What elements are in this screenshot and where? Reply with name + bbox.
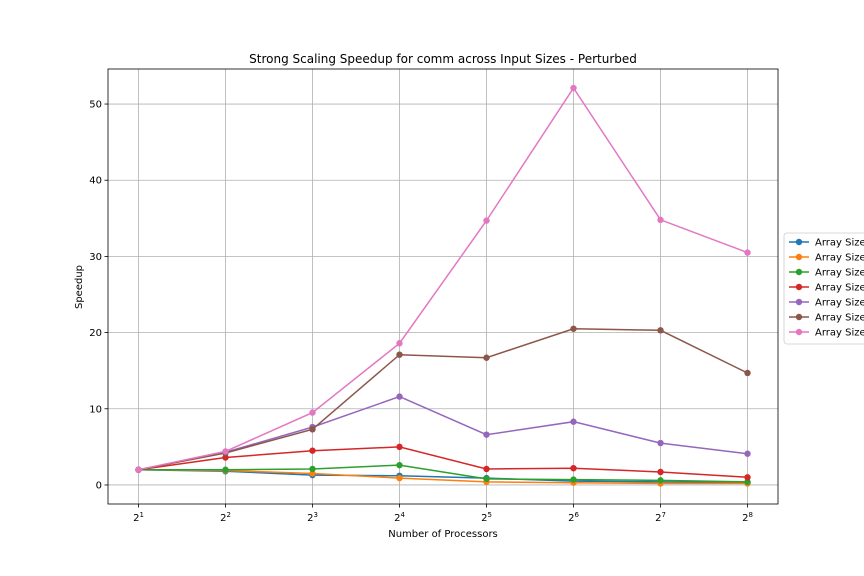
- data-point: [657, 468, 664, 476]
- series-line: [138, 468, 748, 484]
- data-point: [483, 354, 490, 361]
- series-line: [138, 328, 748, 471]
- series-line: [138, 464, 748, 483]
- series: [135, 84, 751, 473]
- chart-title: Strong Scaling Speedup for comm across I…: [249, 52, 637, 66]
- legend-swatch-marker: [795, 298, 803, 306]
- data-point: [744, 450, 751, 457]
- series-line: [138, 86, 748, 471]
- data-point: [570, 325, 577, 332]
- legend-label: Array Size: [815, 298, 864, 309]
- y-tick-label: 20: [89, 328, 102, 339]
- y-tick-label: 10: [89, 404, 102, 415]
- data-point: [309, 465, 316, 473]
- data-point: [222, 448, 229, 455]
- data-point: [657, 327, 664, 334]
- x-axis-ticks: 21 22 23 24 25 26 27 28: [133, 504, 753, 524]
- data-point: [570, 476, 577, 483]
- legend-swatch-marker: [795, 283, 803, 291]
- legend-label: Array Size: [815, 283, 864, 294]
- data-point: [483, 217, 490, 224]
- data-point: [744, 478, 751, 486]
- data-point: [222, 454, 229, 461]
- data-point: [657, 216, 664, 224]
- x-tick-label: 28: [742, 511, 753, 524]
- data-point: [396, 340, 403, 347]
- legend-label: Array Size: [815, 328, 864, 339]
- series-lines: [135, 84, 751, 487]
- data-point: [135, 466, 142, 473]
- data-point: [396, 443, 403, 451]
- data-point: [309, 447, 316, 454]
- series: [135, 443, 751, 481]
- legend-label: Array Size: [815, 238, 864, 249]
- data-point: [744, 369, 751, 377]
- data-point: [396, 474, 403, 482]
- legend-box: [783, 232, 864, 345]
- data-point: [309, 470, 316, 477]
- data-point: [309, 426, 316, 433]
- series-line: [138, 395, 748, 471]
- legend-label: Array Size: [815, 253, 864, 264]
- x-tick-label: 21: [133, 511, 144, 524]
- x-tick-label: 26: [568, 511, 579, 524]
- x-tick-label: 25: [481, 511, 492, 524]
- data-point: [396, 351, 403, 358]
- series-line: [138, 468, 748, 485]
- data-point: [570, 464, 577, 472]
- data-point: [396, 461, 403, 469]
- data-point: [483, 475, 490, 483]
- data-point: [744, 249, 751, 256]
- series-line: [138, 446, 748, 479]
- legend-swatch-marker: [795, 328, 803, 336]
- x-axis-label: Number of Processors: [388, 529, 498, 540]
- legend-swatch-marker: [795, 268, 803, 276]
- legend-label: Array Size: [815, 268, 864, 279]
- legend-swatch-marker: [795, 313, 803, 321]
- data-point: [570, 418, 577, 425]
- grid-lines: [108, 69, 778, 504]
- y-axis-label: Speedup: [74, 265, 85, 309]
- data-point: [657, 477, 664, 484]
- data-point: [396, 393, 403, 400]
- x-tick-label: 24: [394, 511, 405, 524]
- data-point: [483, 465, 490, 473]
- data-point: [483, 431, 490, 438]
- data-point: [657, 439, 664, 447]
- legend-label: Array Size: [815, 313, 864, 324]
- data-point: [570, 84, 577, 92]
- y-axis-ticks: 0 10 20 30 40 50: [89, 100, 108, 491]
- x-tick-label: 23: [307, 511, 318, 524]
- data-point: [309, 409, 316, 416]
- data-point: [222, 466, 229, 473]
- plot-frame: [107, 68, 779, 505]
- x-tick-label: 27: [655, 511, 666, 524]
- x-tick-label: 22: [220, 511, 231, 524]
- legend-swatch-marker: [795, 238, 803, 246]
- y-tick-label: 0: [96, 480, 102, 491]
- y-tick-label: 30: [89, 252, 102, 263]
- legend: Array Size Array Size Array Size Array Size…: [783, 232, 864, 345]
- legend-swatch-marker: [795, 253, 803, 261]
- y-tick-label: 50: [89, 100, 102, 111]
- data-point: [744, 474, 751, 481]
- y-tick-label: 40: [89, 176, 102, 187]
